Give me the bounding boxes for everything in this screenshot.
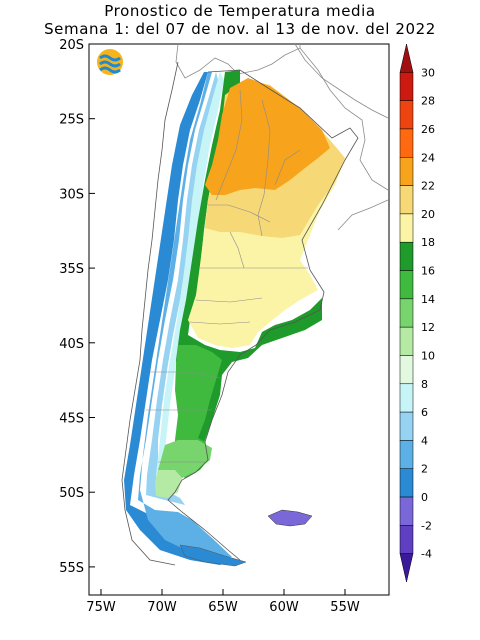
colorbar-label: 6 bbox=[421, 406, 428, 419]
region-4-6 bbox=[138, 72, 232, 558]
colorbar-label: 18 bbox=[421, 236, 435, 249]
colorbar-label: -4 bbox=[421, 548, 432, 561]
colorbar-label: 4 bbox=[421, 434, 428, 447]
colorbar-label: 16 bbox=[421, 265, 435, 278]
chile-outline bbox=[121, 61, 179, 566]
temperature-field bbox=[124, 70, 345, 565]
colorbar-label: 24 bbox=[421, 151, 435, 164]
colorbar-swatch bbox=[399, 185, 414, 215]
latitude-label: 50S bbox=[59, 486, 84, 501]
colorbar-swatch bbox=[399, 157, 414, 186]
colorbar-label: 26 bbox=[421, 123, 435, 136]
longitude-label: 55W bbox=[330, 600, 360, 615]
colorbar-label: 22 bbox=[421, 180, 435, 193]
colorbar-swatch bbox=[399, 496, 414, 526]
colorbar-swatch bbox=[399, 553, 414, 583]
colorbar-label: 8 bbox=[421, 378, 428, 391]
latitude-label: 20S bbox=[59, 38, 84, 53]
colorbar-label: 0 bbox=[421, 491, 428, 504]
latitude-label: 25S bbox=[59, 113, 84, 128]
colorbar-swatch bbox=[399, 326, 414, 356]
colorbar-swatch bbox=[399, 383, 414, 413]
colorbar-label: 2 bbox=[421, 463, 428, 476]
colorbar-swatch bbox=[399, 468, 414, 498]
colorbar-swatch bbox=[399, 525, 414, 554]
colorbar-swatch bbox=[399, 298, 414, 328]
colorbar-swatch bbox=[399, 72, 414, 101]
longitude-label: 75W bbox=[86, 600, 116, 615]
province-borders bbox=[146, 89, 308, 463]
latitude-label: 40S bbox=[59, 337, 84, 352]
region-6-8 bbox=[146, 72, 218, 505]
map-title: Pronostico de Temperatura media bbox=[104, 2, 376, 20]
region-14-16 bbox=[175, 345, 222, 445]
colorbar-label: 28 bbox=[421, 95, 435, 108]
colorbar-label: 10 bbox=[421, 349, 435, 362]
longitude-axis: 75W 70W 65W 60W 55W bbox=[86, 589, 360, 615]
colorbar-swatch bbox=[399, 355, 414, 385]
argentina-outline bbox=[167, 69, 359, 561]
colorbar-swatch bbox=[399, 270, 414, 300]
colorbar-swatch bbox=[399, 128, 414, 158]
colorbar-label: 12 bbox=[421, 321, 435, 334]
latitude-label: 35S bbox=[59, 262, 84, 277]
map-subtitle: Semana 1: del 07 de nov. al 13 de nov. d… bbox=[44, 20, 436, 38]
colorbar-swatch bbox=[399, 43, 414, 73]
colorbar-swatch bbox=[399, 241, 414, 271]
colorbar-label: -2 bbox=[421, 519, 432, 532]
colorbar-label: 14 bbox=[421, 293, 435, 306]
falkland-islands bbox=[267, 509, 313, 527]
colorbar-label: 30 bbox=[421, 66, 435, 79]
tierra-del-fuego bbox=[179, 544, 247, 567]
colorbar-swatch bbox=[399, 440, 414, 469]
colorbar-label: 20 bbox=[421, 208, 435, 221]
country-borders bbox=[175, 43, 389, 231]
colorbar-swatch bbox=[399, 213, 414, 243]
waves-logo-icon bbox=[97, 49, 123, 75]
colorbar-swatch bbox=[399, 100, 414, 130]
latitude-label: 30S bbox=[59, 187, 84, 202]
longitude-label: 60W bbox=[269, 600, 299, 615]
latitude-label: 55S bbox=[59, 561, 84, 576]
colorbar-swatch bbox=[399, 411, 414, 441]
longitude-label: 65W bbox=[208, 600, 238, 615]
longitude-label: 70W bbox=[147, 600, 177, 615]
latitude-label: 45S bbox=[59, 412, 84, 427]
latitude-axis: 20S 25S 30S 35S 40S 45S 50S 55S bbox=[59, 38, 95, 576]
region-2-4 bbox=[124, 72, 230, 565]
